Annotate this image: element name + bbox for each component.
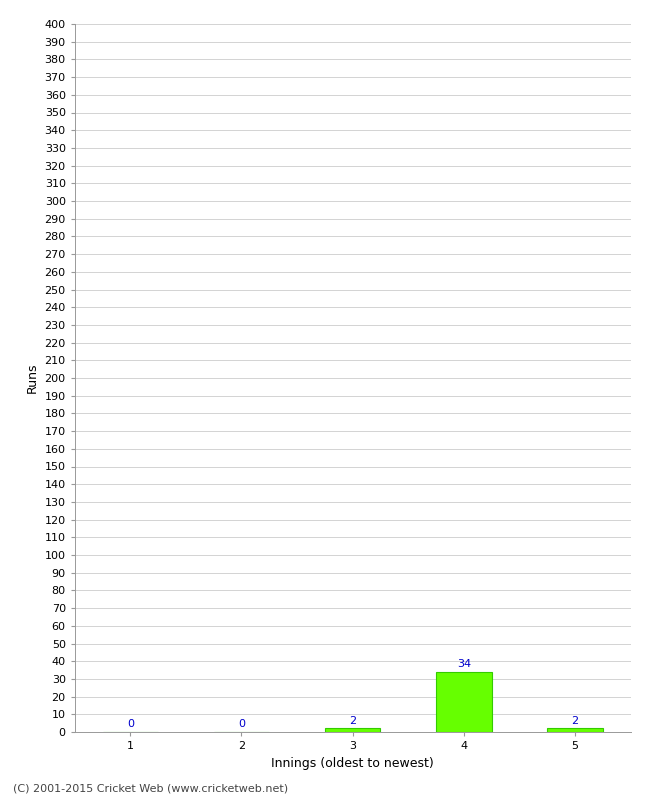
Bar xyxy=(436,672,491,732)
Text: (C) 2001-2015 Cricket Web (www.cricketweb.net): (C) 2001-2015 Cricket Web (www.cricketwe… xyxy=(13,784,288,794)
Text: 2: 2 xyxy=(349,716,356,726)
Text: 0: 0 xyxy=(238,719,245,730)
Bar xyxy=(547,729,603,732)
Y-axis label: Runs: Runs xyxy=(26,362,39,394)
Text: 2: 2 xyxy=(571,716,578,726)
X-axis label: Innings (oldest to newest): Innings (oldest to newest) xyxy=(271,757,434,770)
Text: 34: 34 xyxy=(457,659,471,669)
Text: 0: 0 xyxy=(127,719,134,730)
Bar xyxy=(325,729,380,732)
